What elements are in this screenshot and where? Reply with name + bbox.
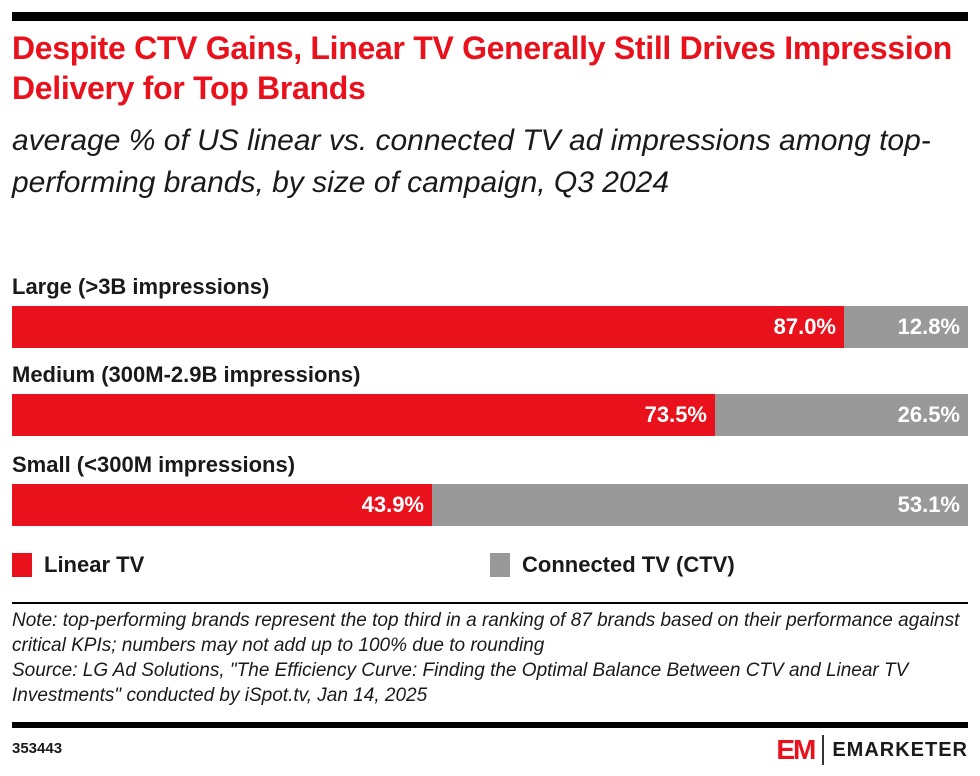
logo-mark: EM	[776, 734, 816, 765]
legend-item-linear-tv: Linear TV	[12, 552, 144, 578]
category-label: Medium (300M-2.9B impressions)	[12, 362, 361, 387]
footnote: Note: top-performing brands represent th…	[12, 608, 972, 708]
bar-segment-linear-tv: 87.0%	[12, 306, 844, 348]
legend: Linear TV Connected TV (CTV)	[12, 552, 968, 580]
logo-text: EMARKETER	[832, 738, 968, 761]
note-text: Note: top-performing brands represent th…	[12, 610, 960, 656]
stacked-bar: 43.9% 53.1%	[12, 484, 968, 526]
data-label: 26.5%	[897, 402, 960, 427]
emarketer-logo: EM EMARKETER	[776, 734, 968, 766]
category-label: Small (<300M impressions)	[12, 452, 296, 477]
chart-title: Despite CTV Gains, Linear TV Generally S…	[12, 30, 952, 106]
data-label: 87.0%	[773, 314, 836, 339]
stacked-bar: 87.0% 12.8%	[12, 306, 968, 348]
legend-label-linear-tv: Linear TV	[44, 552, 145, 577]
stacked-bar: 73.5% 26.5%	[12, 394, 968, 436]
bar-segment-linear-tv: 43.9%	[12, 484, 432, 526]
legend-label-connected-tv: Connected TV (CTV)	[522, 552, 735, 577]
top-rule	[12, 12, 968, 21]
logo-separator	[822, 735, 825, 765]
bottom-rule	[12, 722, 968, 728]
data-label: 43.9%	[361, 492, 424, 517]
legend-swatch-linear-tv	[12, 553, 32, 577]
bar-segment-connected-tv: 53.1%	[432, 484, 968, 526]
category-label: Large (>3B impressions)	[12, 274, 270, 299]
bar-segment-linear-tv: 73.5%	[12, 394, 715, 436]
data-label: 53.1%	[897, 492, 960, 517]
legend-swatch-connected-tv	[490, 553, 510, 577]
bar-segment-connected-tv: 12.8%	[844, 306, 968, 348]
source-text: Source: LG Ad Solutions, "The Efficiency…	[12, 660, 909, 706]
chart-id: 353443	[12, 740, 63, 757]
data-label: 73.5%	[644, 402, 707, 427]
legend-item-connected-tv: Connected TV (CTV)	[490, 552, 735, 578]
chart-subtitle: average % of US linear vs. connected TV …	[12, 124, 931, 199]
bar-segment-connected-tv: 26.5%	[715, 394, 968, 436]
data-label: 12.8%	[897, 314, 960, 339]
note-divider	[12, 602, 968, 604]
